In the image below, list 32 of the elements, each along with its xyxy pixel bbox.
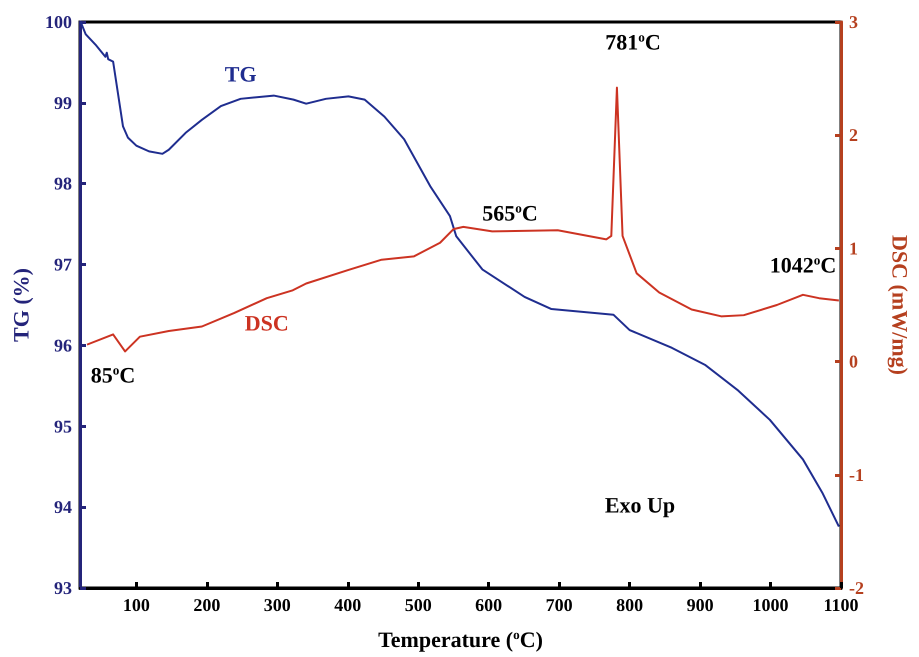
x-tick-label: 100: [122, 595, 150, 615]
y2-tick-label: 2: [849, 125, 858, 146]
x-tick-label: 900: [686, 595, 714, 615]
x-tick-label: 500: [404, 595, 432, 615]
y-tick-label: 94: [54, 497, 72, 518]
x-tick-label: 1000: [752, 595, 789, 615]
series-label: DSC: [244, 310, 289, 336]
x-tick-label: 600: [475, 595, 502, 615]
y2-tick-label: -1: [849, 464, 864, 485]
series-label: TG: [224, 61, 257, 86]
y2-tick-label: -2: [849, 578, 864, 598]
y-tick-label: 98: [54, 174, 72, 194]
y2-tick-label: 3: [849, 12, 858, 32]
y-tick-label: 99: [54, 92, 72, 113]
x-tick-label: 200: [193, 595, 220, 615]
y-axis-title: TG (%): [8, 268, 34, 342]
y-tick-label: 96: [54, 335, 72, 356]
annotation: Exo Up: [604, 492, 676, 518]
x-tick-label: 800: [616, 595, 644, 615]
y-tick-label: 97: [54, 254, 72, 275]
x-tick-label: 700: [546, 595, 573, 615]
y2-tick-label: 1: [849, 238, 858, 258]
line-series: [86, 86, 840, 352]
y-tick-label: 100: [45, 12, 72, 32]
y-tick-label: 95: [54, 416, 72, 436]
y2-tick-label: 0: [849, 352, 858, 372]
y2-axis-title: DSC (mW/mg): [888, 235, 912, 375]
line-series: [80, 21, 840, 528]
x-tick-label: 1100: [823, 595, 859, 615]
x-tick-label: 300: [264, 595, 291, 615]
x-tick-label: 400: [334, 595, 362, 615]
y-tick-label: 93: [54, 578, 72, 598]
